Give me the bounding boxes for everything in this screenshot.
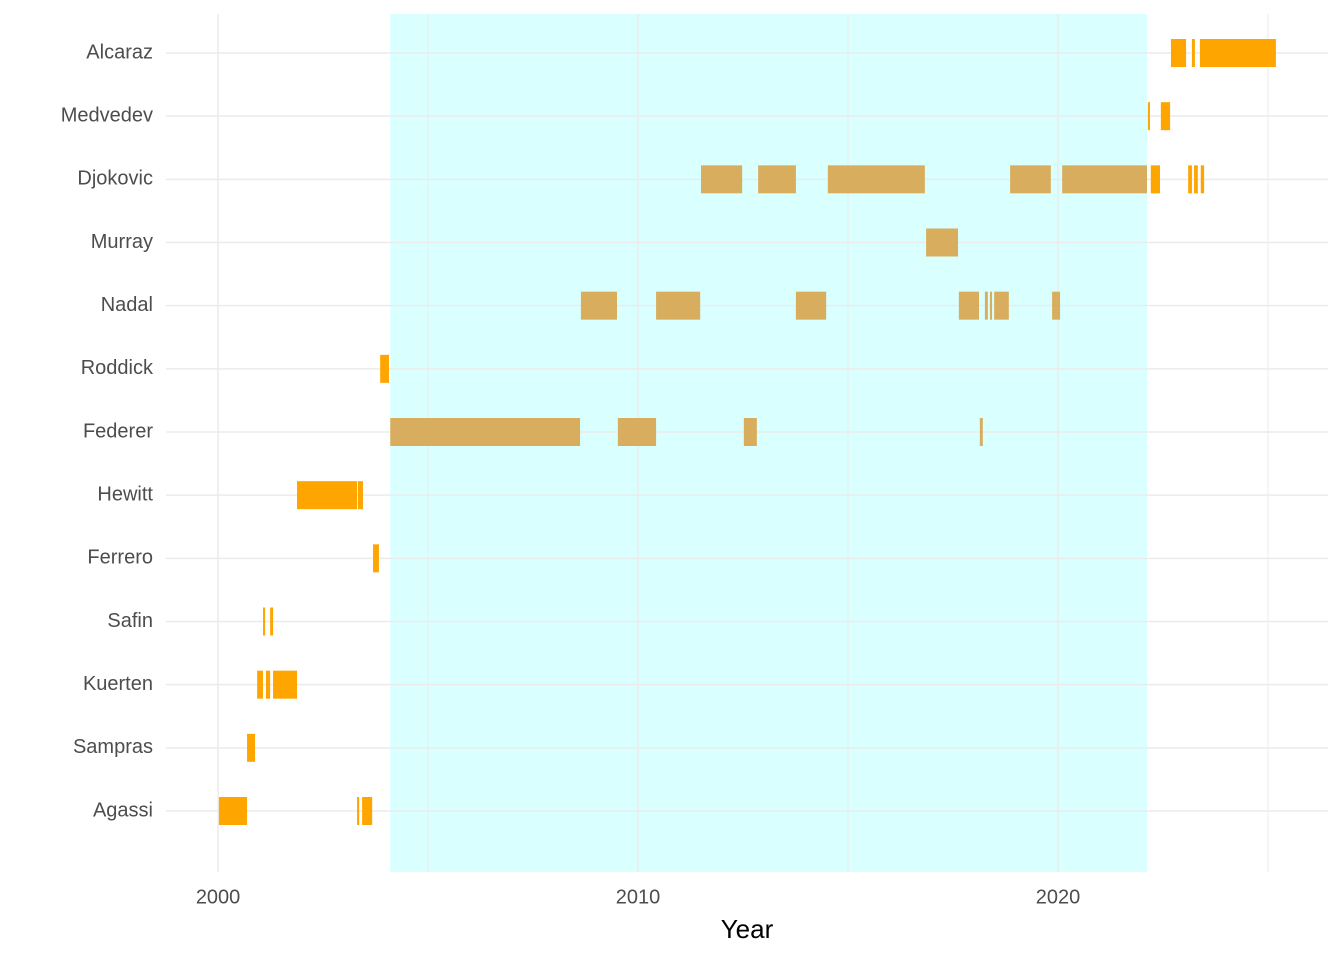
y-tick-label: Sampras bbox=[73, 736, 153, 758]
tenure-bar bbox=[958, 291, 980, 320]
tenure-bar bbox=[247, 733, 256, 762]
x-tick-label: 2010 bbox=[616, 886, 661, 908]
tenure-bar bbox=[1052, 291, 1061, 320]
y-tick-label: Agassi bbox=[93, 799, 153, 821]
tenure-bar bbox=[701, 165, 743, 194]
tenure-bar bbox=[265, 670, 271, 699]
y-tick-label: Murray bbox=[91, 231, 153, 253]
tenure-bar bbox=[984, 291, 988, 320]
tenure-bar bbox=[989, 291, 993, 320]
y-tick-label: Alcaraz bbox=[86, 41, 153, 63]
y-tick-label: Kuerten bbox=[83, 673, 153, 695]
tenure-bar bbox=[362, 797, 373, 825]
tenure-bar bbox=[263, 607, 266, 636]
tenure-bar bbox=[1010, 165, 1051, 194]
tenure-bar bbox=[827, 165, 925, 194]
tenure-bar bbox=[1191, 39, 1195, 67]
y-tick-label: Medvedev bbox=[61, 104, 153, 126]
tenure-bar bbox=[1160, 102, 1171, 131]
tenure-bar bbox=[380, 354, 389, 383]
tenure-bar bbox=[1199, 39, 1276, 67]
tenure-bar bbox=[1147, 102, 1150, 131]
tenure-bar bbox=[1194, 165, 1198, 194]
y-tick-label: Roddick bbox=[81, 357, 154, 379]
tenure-bar bbox=[270, 607, 274, 636]
tenure-bar bbox=[1170, 39, 1187, 67]
tenure-bar bbox=[1150, 165, 1161, 194]
tenure-bar bbox=[580, 291, 618, 320]
tenure-bar bbox=[994, 291, 1009, 320]
tenure-bar bbox=[373, 544, 379, 573]
tenure-bar bbox=[758, 165, 796, 194]
tenure-bar bbox=[1062, 165, 1148, 194]
tenure-bar bbox=[617, 418, 657, 446]
tenure-bar bbox=[218, 797, 248, 825]
tenure-bar bbox=[1188, 165, 1192, 194]
tenure-bar bbox=[926, 228, 959, 257]
tenure-bar bbox=[357, 797, 360, 825]
tenure-bar bbox=[795, 291, 827, 320]
tenure-bar bbox=[656, 291, 701, 320]
x-tick-label: 2020 bbox=[1036, 886, 1081, 908]
tenure-bar bbox=[390, 418, 581, 446]
tenure-bar bbox=[297, 481, 358, 510]
x-axis-title: Year bbox=[721, 914, 774, 944]
y-tick-label: Safin bbox=[107, 610, 153, 632]
tenure-bar bbox=[273, 670, 298, 699]
tenure-bar bbox=[979, 418, 983, 446]
tenure-bar bbox=[357, 481, 363, 510]
x-tick-label: 2000 bbox=[196, 886, 241, 908]
tenure-bar bbox=[257, 670, 264, 699]
y-tick-label: Hewitt bbox=[97, 483, 153, 505]
y-tick-label: Ferrero bbox=[87, 547, 153, 569]
y-tick-label: Nadal bbox=[101, 294, 153, 316]
tenure-bar bbox=[1200, 165, 1205, 194]
y-tick-label: Djokovic bbox=[77, 168, 153, 190]
tenure-bar bbox=[743, 418, 757, 446]
y-tick-label: Federer bbox=[83, 420, 153, 442]
